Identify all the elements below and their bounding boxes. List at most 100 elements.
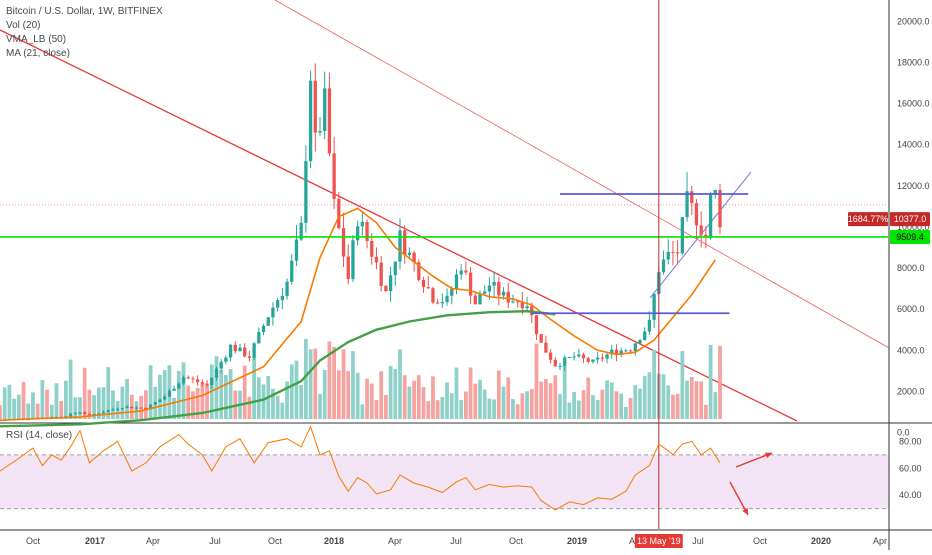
candle-body bbox=[346, 256, 350, 280]
candle-body bbox=[718, 189, 722, 228]
candle-body bbox=[78, 412, 82, 414]
candle-body bbox=[196, 379, 200, 383]
volume-bar bbox=[539, 381, 544, 419]
volume-bar bbox=[12, 398, 16, 419]
rsi-tick-label: 40.00 bbox=[899, 490, 922, 500]
volume-bar bbox=[162, 370, 167, 419]
volume-bar bbox=[78, 397, 82, 419]
candle-body bbox=[87, 414, 92, 416]
candle-body bbox=[276, 300, 280, 308]
candle-body bbox=[412, 252, 416, 263]
candle-body bbox=[398, 230, 402, 262]
volume-bar bbox=[318, 394, 322, 419]
candle-body bbox=[243, 347, 247, 357]
candle-body bbox=[139, 407, 143, 409]
volume-bar bbox=[186, 385, 191, 419]
support-level-badge: 9509.4 bbox=[890, 229, 930, 244]
volume-bar bbox=[398, 349, 402, 419]
candle-body bbox=[191, 378, 195, 380]
last-price-badge: 10377.0 bbox=[890, 212, 930, 227]
candle-body bbox=[628, 350, 633, 352]
volume-bar bbox=[567, 402, 572, 419]
volume-bar bbox=[402, 375, 407, 419]
rsi-arrow-up-head bbox=[765, 452, 772, 459]
volume-bar bbox=[64, 380, 68, 419]
candle-body bbox=[294, 239, 299, 261]
volume-bar bbox=[106, 367, 111, 419]
volume-bar bbox=[478, 379, 482, 419]
candle-body bbox=[92, 413, 96, 415]
candle-body bbox=[205, 383, 209, 385]
time-tick-label: Apr bbox=[146, 536, 160, 546]
volume-bar bbox=[421, 387, 426, 419]
volume-bar bbox=[252, 357, 256, 419]
candle-body bbox=[539, 334, 543, 343]
volume-bar bbox=[54, 383, 59, 419]
volume-bar bbox=[661, 374, 666, 419]
volume-bar bbox=[572, 392, 576, 419]
candle-body bbox=[280, 295, 284, 301]
rsi-line bbox=[0, 425, 721, 511]
candle-body bbox=[308, 80, 313, 162]
volume-bar bbox=[614, 391, 619, 419]
candle-body bbox=[360, 222, 364, 227]
price-tick-label: 12000.0 bbox=[897, 181, 930, 191]
volume-bar bbox=[16, 394, 21, 419]
volume-bar bbox=[633, 385, 638, 419]
volume-bar bbox=[261, 384, 266, 419]
volume-bar bbox=[214, 356, 219, 419]
candle-body bbox=[473, 295, 477, 305]
candle-body bbox=[464, 270, 468, 273]
volume-bar bbox=[45, 389, 49, 419]
volume-bar bbox=[101, 387, 106, 419]
candle-body bbox=[421, 279, 426, 288]
volume-bar bbox=[685, 380, 689, 419]
volume-bar bbox=[360, 404, 365, 419]
volume-bar bbox=[412, 380, 416, 419]
volume-bar bbox=[675, 393, 680, 419]
legend-volume[interactable]: Vol (20) bbox=[6, 20, 41, 31]
candle-body bbox=[370, 240, 374, 257]
volume-bar bbox=[718, 345, 722, 419]
volume-bar bbox=[176, 370, 181, 419]
volume-bar bbox=[384, 394, 388, 419]
volume-bar bbox=[704, 404, 708, 419]
volume-bar bbox=[431, 376, 435, 419]
volume-bar bbox=[666, 385, 671, 419]
volume-bar bbox=[346, 371, 351, 419]
legend-symbol[interactable]: Bitcoin / U.S. Dollar, 1W, BITFINEX bbox=[6, 6, 163, 17]
candle-body bbox=[106, 410, 110, 413]
legend-ma[interactable]: MA (21, close) bbox=[6, 48, 70, 59]
candle-body bbox=[257, 332, 261, 344]
candle-body bbox=[591, 359, 595, 362]
candle-body bbox=[181, 377, 186, 384]
volume-bar bbox=[304, 339, 308, 419]
volume-bar bbox=[87, 389, 92, 419]
candle-body bbox=[459, 270, 463, 275]
candle-body bbox=[130, 406, 134, 409]
candle-body bbox=[403, 230, 407, 256]
time-tick-label: Apr bbox=[388, 536, 402, 546]
candle-body bbox=[351, 240, 355, 280]
candle-body bbox=[596, 357, 600, 360]
candle-body bbox=[186, 377, 190, 379]
volume-bar bbox=[134, 401, 139, 419]
volume-bar bbox=[59, 400, 64, 419]
volume-bar bbox=[671, 394, 675, 419]
volume-bar bbox=[341, 349, 346, 419]
volume-bar bbox=[388, 365, 393, 419]
change-pct-badge: 1684.77% bbox=[848, 212, 888, 227]
candle-body bbox=[417, 262, 421, 280]
volume-bar bbox=[219, 369, 224, 419]
legend-vma[interactable]: VMA_LB (50) bbox=[6, 34, 67, 45]
candle-body bbox=[492, 281, 496, 286]
volume-bar bbox=[468, 367, 473, 419]
volume-bar bbox=[31, 392, 35, 419]
time-tick-label: 2019 bbox=[567, 536, 587, 546]
volume-bar bbox=[228, 369, 233, 419]
rsi-legend[interactable]: RSI (14, close) bbox=[6, 430, 73, 441]
rsi-arrow-up bbox=[735, 452, 773, 468]
volume-bar bbox=[708, 344, 713, 419]
